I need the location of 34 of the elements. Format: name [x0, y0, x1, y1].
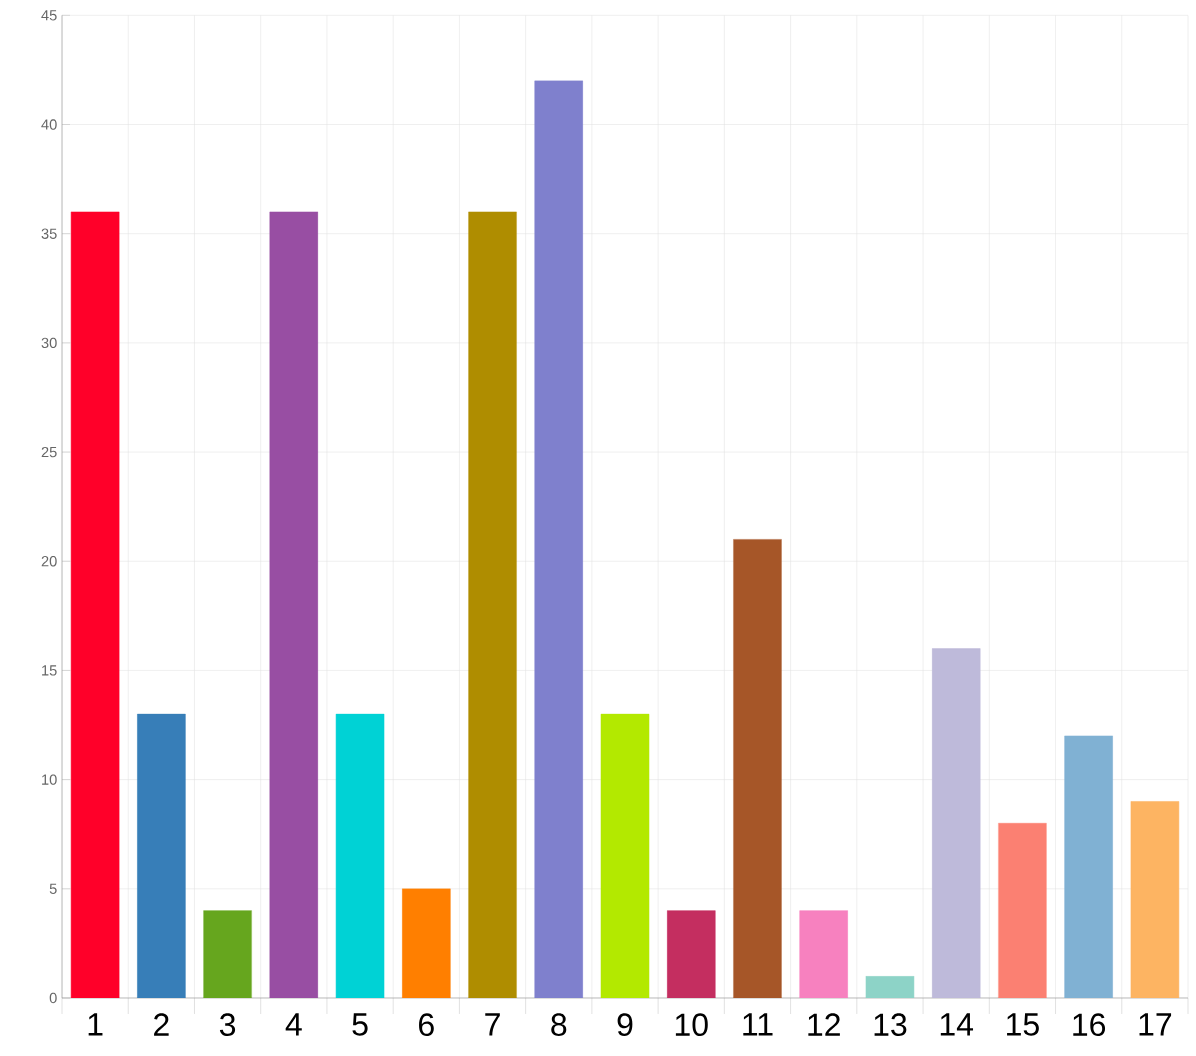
x-tick-label: 12: [808, 1013, 840, 1036]
y-tick-label: 0: [49, 992, 57, 1004]
x-tick-label: 3: [219, 1013, 236, 1037]
y-tick-label: 30: [41, 337, 57, 349]
bar: [1064, 735, 1113, 998]
bar: [534, 80, 584, 998]
x-tick-label: 7: [485, 1013, 500, 1036]
y-tick-label: 40: [41, 119, 57, 130]
x-tick-label: 6: [419, 1013, 434, 1037]
x-tick-label: 16: [1073, 1013, 1106, 1037]
bar: [931, 648, 981, 998]
x-tick-label: 14: [940, 1013, 974, 1036]
x-tick-label: 13: [874, 1013, 907, 1037]
bar: [799, 910, 848, 998]
x-tick-label: 1: [88, 1013, 103, 1036]
x-tick-label: 17: [1139, 1013, 1172, 1036]
y-tick-label: 20: [41, 556, 57, 567]
y-tick-label: 35: [41, 228, 57, 239]
y-tick-label: 45: [41, 10, 57, 21]
y-tick-label: 10: [42, 774, 57, 785]
bar: [666, 910, 716, 998]
bar: [269, 211, 319, 998]
y-tick-label: 25: [41, 446, 57, 458]
bar: [137, 713, 186, 998]
x-tick-label: 10: [675, 1013, 708, 1037]
x-tick-label: 2: [154, 1013, 169, 1036]
x-tick-label: 11: [743, 1013, 773, 1036]
x-tick-label: 8: [551, 1013, 567, 1037]
x-tick-label: 9: [617, 1013, 633, 1037]
y-tick-label: 15: [42, 665, 57, 676]
x-tick-label: 15: [1007, 1013, 1039, 1036]
x-tick-label: 4: [285, 1013, 302, 1036]
y-tick-label: 5: [49, 883, 57, 894]
x-tick-label: 5: [352, 1013, 368, 1036]
